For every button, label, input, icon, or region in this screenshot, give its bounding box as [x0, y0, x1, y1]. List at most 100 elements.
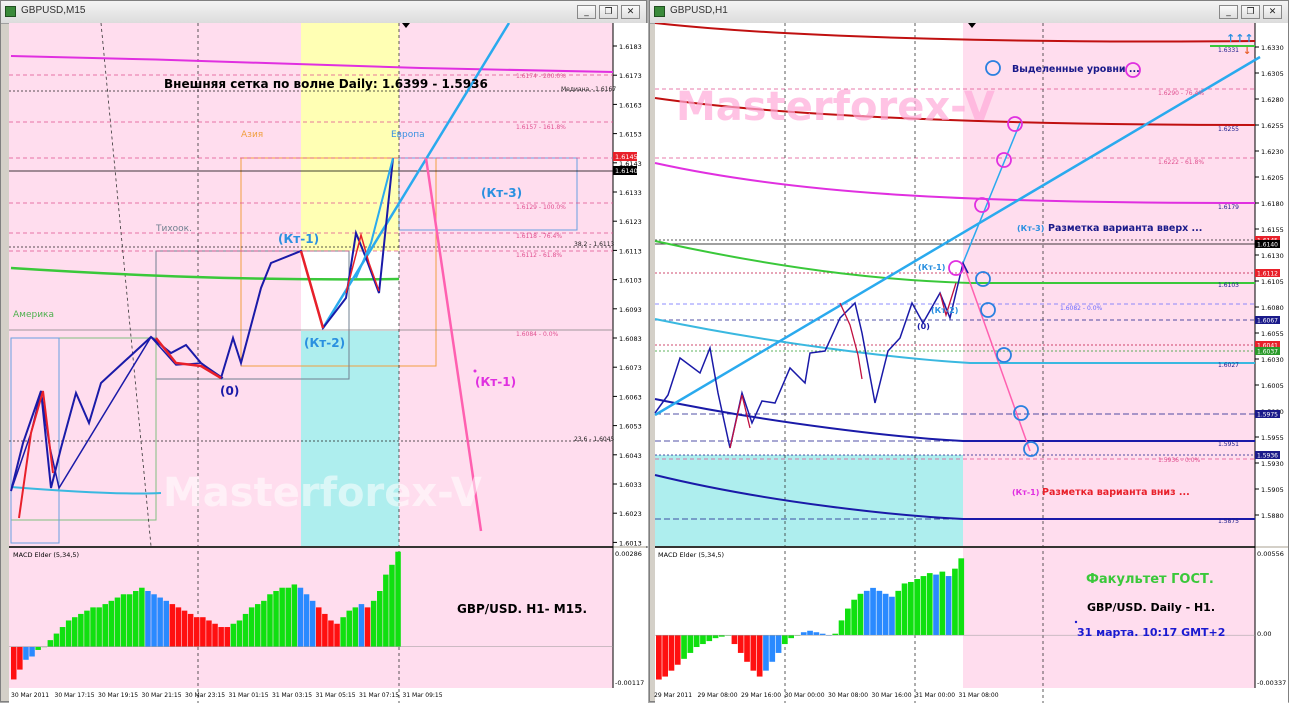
green-ma [10, 266, 400, 281]
time-tick-label: 31 Mar 05:15 [316, 692, 356, 699]
time-tick-label: 31 Mar 07:15 [359, 692, 399, 699]
headline-text: Внешняя сетка по волне Daily: 1.6399 - 1… [164, 77, 488, 91]
arrows-up-icon: ↑↑↑ [1226, 32, 1254, 45]
right-chart-window: GBPUSD,H1 _ ❐ ✕ [649, 0, 1289, 703]
wave-label-kt1: (Кт-1) [278, 232, 319, 246]
marker-circle [1125, 62, 1141, 78]
left-chart-window: GBPUSD,M15 _ ❐ ✕ [0, 0, 648, 703]
macd-bar [47, 640, 54, 647]
close-button[interactable]: ✕ [621, 5, 640, 19]
macd-bar [59, 627, 66, 647]
macd-bar [169, 604, 176, 647]
macd-bar [218, 627, 224, 647]
level-label: 1.6222 - 61.8% [1158, 159, 1204, 166]
macd-bar [832, 633, 839, 636]
right-plot-white [655, 23, 963, 455]
macd-bar [807, 630, 813, 636]
level-label: 1.6179 [1218, 204, 1239, 211]
macd-bar [133, 590, 139, 647]
macd-bar [151, 594, 157, 647]
svg-text:1.5975: 1.5975 [1257, 412, 1278, 419]
svg-text:1.6041: 1.6041 [1257, 343, 1278, 350]
up-variant-line [962, 122, 1021, 264]
price-tick-label: 1.6013 [619, 539, 642, 547]
time-tick-label: 30 Mar 16:00 [872, 692, 912, 699]
price-tick-label: 1.6230 [1261, 148, 1284, 156]
marker-circle [1007, 116, 1023, 132]
date-caption: 31 марта. 10:17 GMT+2 [1077, 626, 1225, 639]
right-wave-label-kt1-down: (Кт-1) [1012, 488, 1039, 497]
down-projection-line [424, 157, 483, 532]
price-tick-label: 1.6083 [619, 335, 642, 343]
macd-bar [23, 646, 29, 660]
time-tick-label: 30 Mar 00:00 [785, 692, 825, 699]
restore-button[interactable]: ❐ [599, 5, 618, 19]
macd-bar [334, 623, 340, 647]
price-tick-label: 1.6205 [1261, 174, 1284, 182]
marker-circle [974, 197, 990, 213]
macd-bar [291, 584, 298, 647]
macd-bar [53, 633, 60, 647]
fib-label: 1.6129 - 100.0% [516, 204, 566, 211]
macd-bar [352, 607, 359, 647]
macd-bar [819, 633, 826, 636]
svg-text:1.6037: 1.6037 [1257, 349, 1278, 356]
price-tick-label: 1.6305 [1261, 70, 1284, 78]
macd-bar [908, 581, 914, 636]
time-tick-label: 30 Mar 17:15 [55, 692, 95, 699]
red-envelope-top [654, 23, 1256, 43]
macd-bar [882, 593, 889, 636]
price-tag [1255, 316, 1280, 324]
shift-marker-icon[interactable] [402, 23, 410, 28]
price-tick-label: 1.6043 [619, 452, 642, 460]
asia-session-zone [301, 23, 399, 251]
level-label: 1.5951 [1218, 441, 1239, 448]
minimize-button[interactable]: _ [1219, 5, 1238, 19]
macd-bar [309, 600, 316, 647]
marker-circle [948, 260, 964, 276]
time-tick-label: 31 Mar 08:00 [959, 692, 999, 699]
time-tick-label: 29 Mar 16:00 [741, 692, 781, 699]
macd-bar [775, 635, 782, 653]
macd-bar [731, 635, 738, 645]
svg-text:1.6145: 1.6145 [615, 153, 638, 161]
price-tick-label: 1.6023 [619, 510, 642, 518]
shift-marker-icon[interactable] [968, 23, 976, 28]
restore-button[interactable]: ❐ [1241, 5, 1260, 19]
left-levels [9, 74, 613, 442]
minimize-button[interactable]: _ [577, 5, 596, 19]
level-382-label: 38.2 - 1.6113 [574, 241, 615, 248]
left-chart-area[interactable]: Внешняя сетка по волне Daily: 1.6399 - 1… [1, 23, 648, 703]
time-tick-label: 30 Mar 2011 [11, 692, 49, 699]
time-tick-label: 31 Mar 01:15 [229, 692, 269, 699]
price-tag [1255, 451, 1280, 459]
session-pacific-label: Тихоок. [155, 224, 192, 234]
marker-circle [996, 152, 1012, 168]
down-variant-note: Разметка варианта вниз ... [1042, 487, 1190, 498]
price-tick-label: 1.6105 [1261, 278, 1284, 286]
price-tick-label: 1.6080 [1261, 304, 1284, 312]
macd-bar [230, 623, 237, 647]
level-236-label: 23.6 - 1.6045 [574, 436, 615, 443]
price-tick-label: 1.6063 [619, 393, 642, 401]
macd-bar [78, 613, 84, 647]
macd-caption: GBP/USD. H1- M15. [457, 602, 587, 616]
macd-bar [681, 635, 687, 659]
chart-window-icon [5, 6, 16, 17]
right-window-titlebar[interactable]: GBPUSD,H1 _ ❐ ✕ [650, 1, 1288, 24]
macd-y-bottom: -0.00337 [1257, 679, 1286, 687]
macd-bar [175, 607, 182, 647]
price-tick-label: 1.6053 [619, 423, 642, 431]
svg-text:1.6112: 1.6112 [1257, 271, 1278, 278]
fib-label: 1.6174 - 200.0% [516, 73, 566, 80]
macd-bar [756, 635, 763, 677]
close-button[interactable]: ✕ [1263, 5, 1282, 19]
macd-bar [65, 620, 72, 647]
macd-bar [838, 620, 845, 636]
macd-bar [370, 600, 377, 647]
right-wave-label-kt3: (Кт-3) [1017, 224, 1044, 233]
left-window-titlebar[interactable]: GBPUSD,M15 _ ❐ ✕ [1, 1, 646, 24]
right-pink-zone [963, 23, 1255, 546]
macd-label: MACD Elder (5,34,5) [13, 551, 79, 559]
right-chart-area[interactable]: Masterforex-V Выделенные уровни ... (Кт-… [650, 23, 1288, 703]
